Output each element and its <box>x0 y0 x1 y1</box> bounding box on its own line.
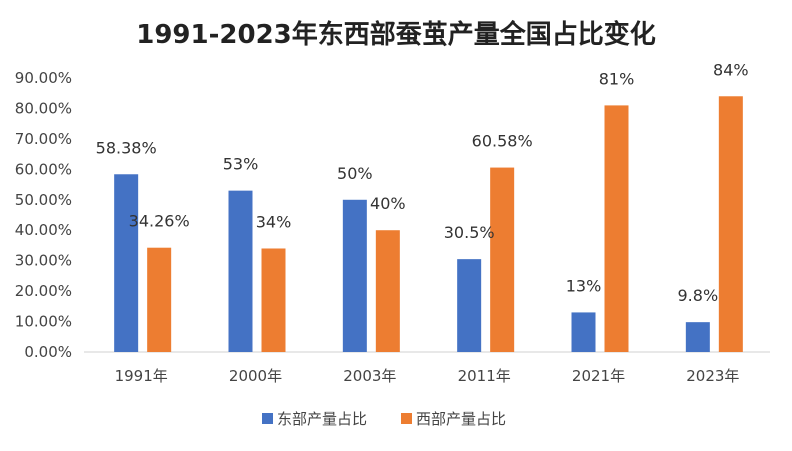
data-label-series-1: 60.58% <box>472 132 533 151</box>
x-tick-label: 2003年 <box>343 367 396 385</box>
legend-item-series-0: 东部产量占比 <box>262 410 367 428</box>
legend-label: 东部产量占比 <box>277 410 367 428</box>
bar-series-0 <box>457 259 482 352</box>
bar-series-1 <box>718 96 743 353</box>
y-tick-label: 0.00% <box>24 343 72 361</box>
y-axis: 0.00% 10.00% 20.00% 30.00% 40.00% 50.00% 60.00… <box>15 69 72 361</box>
bar-series-0 <box>685 322 710 352</box>
legend-swatch <box>401 413 412 424</box>
data-label-series-0: 13% <box>566 276 602 295</box>
data-label-series-0: 9.8% <box>678 286 719 305</box>
bar-series-1 <box>375 230 400 352</box>
x-tick-label: 2023年 <box>686 367 739 385</box>
y-tick-label: 90.00% <box>15 69 72 87</box>
legend-item-series-1: 西部产量占比 <box>401 410 506 428</box>
bar-series-0 <box>342 199 367 352</box>
data-label-series-1: 81% <box>599 69 635 88</box>
y-tick-label: 80.00% <box>15 99 72 117</box>
data-label-series-0: 53% <box>223 155 259 174</box>
y-tick-label: 10.00% <box>15 313 72 331</box>
bar-series-1 <box>490 167 515 352</box>
bar-series-0 <box>571 312 596 352</box>
data-labels: 58.38% 34.26% 53% 34% 50% 40% 30.5% 60.58% 13% 81… <box>96 60 749 305</box>
data-label-series-1: 84% <box>713 60 749 79</box>
bar-series-1 <box>261 248 286 352</box>
y-tick-label: 70.00% <box>15 130 72 148</box>
data-label-series-1: 34% <box>256 212 292 231</box>
chart-title: 1991-2023年东西部蚕茧产量全国占比变化 <box>136 19 656 50</box>
data-label-series-0: 30.5% <box>444 223 495 242</box>
data-label-series-0: 50% <box>337 164 373 183</box>
legend-label: 西部产量占比 <box>416 410 506 428</box>
y-tick-label: 40.00% <box>15 221 72 239</box>
y-tick-label: 20.00% <box>15 282 72 300</box>
bar-series-1 <box>147 247 172 352</box>
y-tick-label: 30.00% <box>15 252 72 270</box>
x-axis: 1991年 2000年 2003年 2011年 2021年 2023年 <box>115 367 740 385</box>
x-tick-label: 2021年 <box>572 367 625 385</box>
x-tick-label: 1991年 <box>115 367 168 385</box>
bar-series-1 <box>604 105 629 353</box>
x-tick-label: 2000年 <box>229 367 282 385</box>
legend-swatch <box>262 413 273 424</box>
data-label-series-1: 40% <box>370 194 406 213</box>
bar-series-0 <box>114 174 139 352</box>
y-tick-label: 60.00% <box>15 160 72 178</box>
bars <box>114 96 743 353</box>
x-tick-label: 2011年 <box>458 367 511 385</box>
y-tick-label: 50.00% <box>15 191 72 209</box>
legend: 东部产量占比 西部产量占比 <box>262 410 506 428</box>
data-label-series-1: 34.26% <box>129 212 190 231</box>
data-label-series-0: 58.38% <box>96 138 157 157</box>
bar-series-0 <box>228 190 253 352</box>
